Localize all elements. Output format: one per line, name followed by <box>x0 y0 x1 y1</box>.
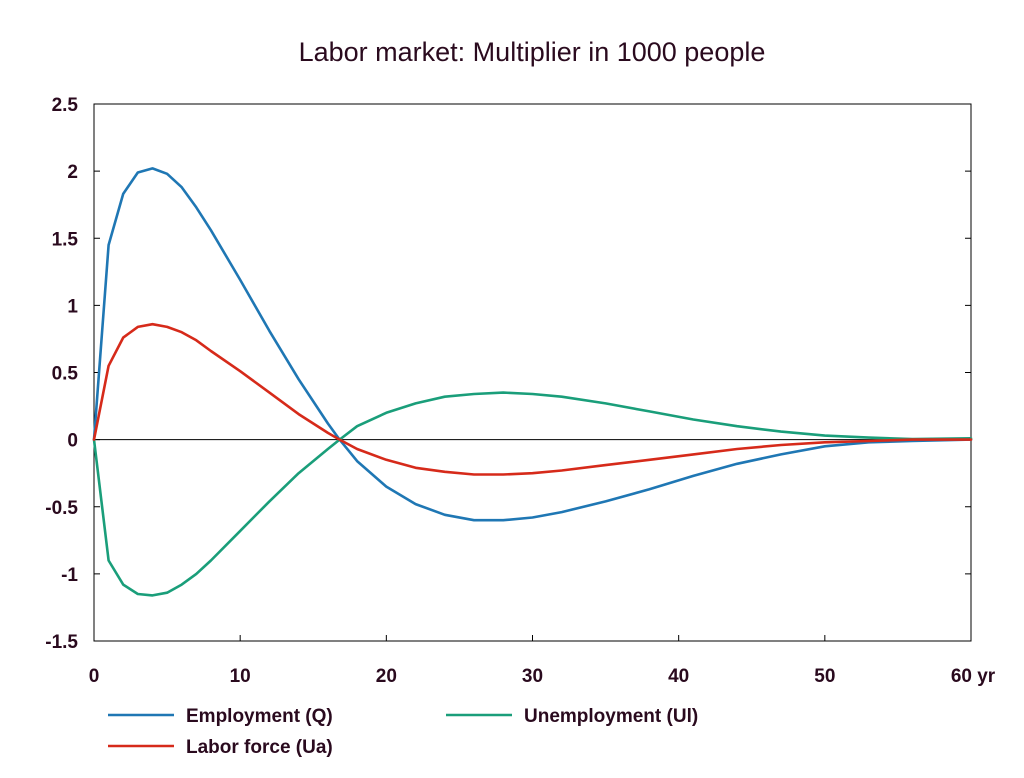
series-line-2 <box>92 391 973 597</box>
legend-label-1: Employment (Q) <box>186 706 333 727</box>
legend-label-3: Labor force (Ua) <box>186 737 333 758</box>
x-tick-label: 20 <box>376 666 397 687</box>
y-tick-label: 0.5 <box>52 364 79 385</box>
y-tick-label: 2 <box>67 162 78 183</box>
series-line-1 <box>92 167 973 522</box>
y-tick-label: -0.5 <box>45 498 78 519</box>
x-tick-label: 30 <box>522 666 543 687</box>
y-tick-label: 2.5 <box>52 95 79 116</box>
legend: Employment (Q) Unemployment (Ul) Labor for… <box>108 706 698 758</box>
series-group <box>92 167 973 597</box>
chart-title: Labor market: Multiplier in 1000 people <box>299 37 766 67</box>
y-tick-label: 1.5 <box>52 229 79 250</box>
y-axis: -1.5 -1 -0.5 0 0.5 1 1.5 2 2.5 <box>45 95 971 653</box>
y-tick-label: -1.5 <box>45 632 78 653</box>
x-tick-label: 50 <box>814 666 835 687</box>
legend-label-2: Unemployment (Ul) <box>524 706 698 727</box>
x-tick-label: 40 <box>668 666 689 687</box>
plot-frame <box>93 103 972 642</box>
x-tick-label: 0 <box>89 666 100 687</box>
y-tick-label: -1 <box>61 565 78 586</box>
y-tick-label: 1 <box>67 296 78 317</box>
y-tick-label: 0 <box>67 431 78 452</box>
x-axis: 0 10 20 30 40 50 60 yr <box>89 635 996 687</box>
series-line-3 <box>92 322 973 476</box>
x-tick-label: 60 yr <box>951 666 996 687</box>
x-tick-label: 10 <box>230 666 251 687</box>
